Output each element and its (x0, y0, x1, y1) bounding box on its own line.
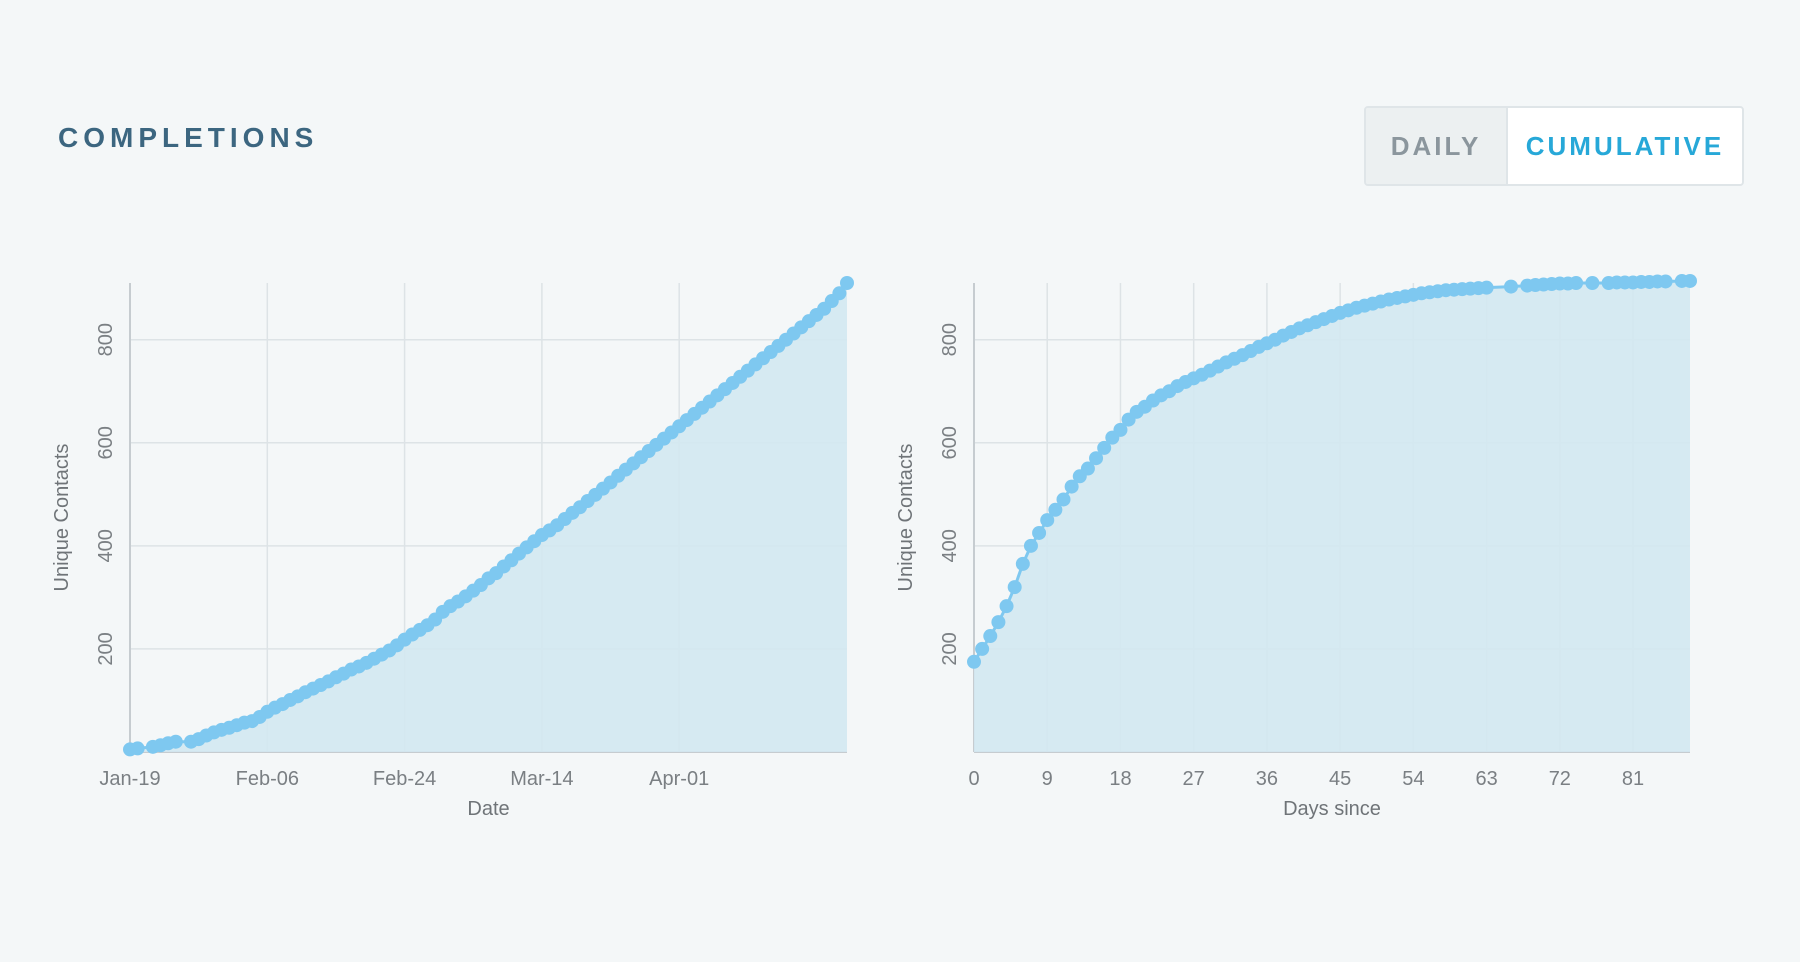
data-point (983, 629, 998, 644)
data-point (1479, 280, 1494, 295)
x-tick-label: 63 (1475, 768, 1497, 790)
data-point (130, 741, 145, 756)
x-tick-label: Mar-14 (510, 768, 573, 790)
data-point (1113, 422, 1128, 437)
data-point (1585, 276, 1600, 290)
x-axis-label: Days since (1283, 798, 1381, 820)
page-title: COMPLETIONS (58, 122, 319, 153)
y-tick-label: 400 (939, 529, 961, 562)
x-tick-label: 0 (968, 768, 979, 790)
x-tick-label: 54 (1402, 768, 1424, 790)
data-point (1007, 580, 1022, 595)
data-point (1569, 276, 1584, 290)
data-point (1048, 502, 1063, 517)
data-point (999, 599, 1014, 614)
data-point (1658, 274, 1673, 289)
x-tick-label: Feb-24 (373, 768, 436, 790)
y-tick-label: 800 (939, 323, 961, 356)
x-tick-label: 9 (1042, 768, 1053, 790)
data-point (1023, 538, 1038, 553)
y-tick-label: 600 (939, 426, 961, 459)
data-point (1089, 451, 1104, 466)
data-point (1683, 273, 1697, 288)
x-axis-label: Date (467, 798, 509, 820)
data-point (832, 286, 847, 301)
data-point (1032, 525, 1047, 540)
daily-toggle-button[interactable]: DAILY (1366, 108, 1508, 184)
y-tick-label: 200 (95, 632, 117, 665)
data-point (967, 654, 981, 669)
x-tick-label: 18 (1109, 768, 1131, 790)
x-tick-label: Feb-06 (236, 768, 299, 790)
x-tick-label: 27 (1183, 768, 1205, 790)
x-tick-label: Jan-19 (99, 768, 160, 790)
cumulative-toggle-button[interactable]: CUMULATIVE (1508, 108, 1742, 184)
y-tick-label: 600 (95, 426, 117, 459)
data-point (1064, 479, 1079, 494)
x-tick-label: Apr-01 (649, 768, 709, 790)
x-tick-label: 36 (1256, 768, 1278, 790)
data-point (975, 641, 990, 656)
y-axis-label: Unique Contacts (51, 444, 73, 592)
data-point (1015, 556, 1030, 571)
data-point (1504, 279, 1518, 294)
y-tick-label: 400 (95, 529, 117, 562)
y-tick-label: 800 (95, 323, 117, 356)
data-point (1080, 461, 1095, 476)
x-tick-label: 81 (1622, 768, 1644, 790)
data-point (840, 276, 854, 290)
data-point (1040, 513, 1055, 528)
view-toggle: DAILY CUMULATIVE (1364, 106, 1744, 186)
x-tick-label: 72 (1549, 768, 1571, 790)
series-area (130, 283, 847, 752)
y-axis-label: Unique Contacts (895, 444, 917, 592)
series-area (974, 280, 1690, 752)
data-point (168, 734, 183, 749)
data-point (991, 615, 1006, 630)
y-tick-label: 200 (939, 632, 961, 665)
data-point (1097, 440, 1112, 455)
x-tick-label: 45 (1329, 768, 1351, 790)
data-point (1056, 492, 1071, 507)
